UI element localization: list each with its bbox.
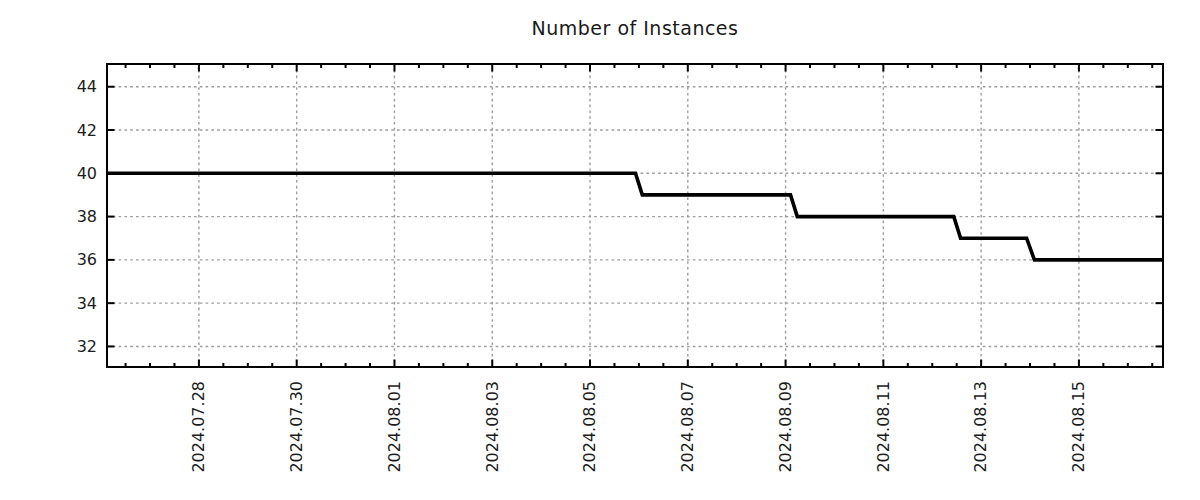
x-tick-label: 2024.08.01 bbox=[385, 381, 404, 473]
y-tick-label: 38 bbox=[77, 207, 97, 226]
x-tick-label: 2024.08.11 bbox=[874, 381, 893, 473]
x-tick-label: 2024.08.03 bbox=[483, 381, 502, 473]
y-tick-label: 40 bbox=[77, 164, 97, 183]
y-tick-label: 34 bbox=[77, 294, 97, 313]
plot-border bbox=[107, 64, 1163, 367]
x-tick-label: 2024.08.07 bbox=[678, 381, 697, 473]
x-tick-label: 2024.07.30 bbox=[287, 381, 306, 473]
x-tick-label: 2024.08.15 bbox=[1069, 381, 1088, 473]
plot-area: 32 34 36 38 40 42 44 2024.07.28 2024.07.30 2024.0… bbox=[0, 0, 1200, 500]
y-tick-label: 42 bbox=[77, 121, 97, 140]
y-tick-label: 44 bbox=[77, 77, 97, 96]
instances-chart: Number of Instances 323436384042442024.0… bbox=[0, 0, 1200, 500]
x-tick-label: 2024.08.13 bbox=[971, 381, 990, 473]
y-tick-label: 32 bbox=[77, 337, 97, 356]
y-tick-label: 36 bbox=[77, 250, 97, 269]
x-tick-label: 2024.08.09 bbox=[776, 381, 795, 473]
x-tick-label: 2024.07.28 bbox=[189, 381, 208, 473]
x-tick-label: 2024.08.05 bbox=[580, 381, 599, 473]
